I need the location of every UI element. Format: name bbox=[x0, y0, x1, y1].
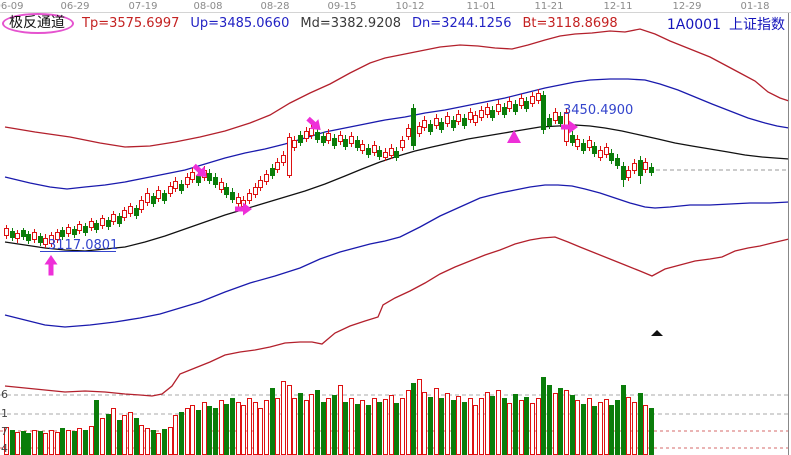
signal-down-right-arrow bbox=[192, 163, 207, 178]
channel-line-up bbox=[4, 78, 790, 190]
date-label: 08-28 bbox=[260, 1, 290, 12]
date-label: 08-08 bbox=[193, 1, 223, 12]
volume-axis-label: 7 bbox=[1, 425, 8, 438]
indicator-values: Tp=3575.6997 Up=3485.0660 Md=3382.9208 Dn=3… bbox=[82, 16, 629, 31]
volume-axis-labels: 6 1 7 4 bbox=[1, 388, 8, 455]
channel-lines bbox=[4, 28, 790, 397]
date-label: 11-21 bbox=[534, 1, 564, 12]
volume-axis-label: 1 bbox=[1, 407, 8, 420]
buy-signal-up-arrow bbox=[44, 255, 58, 276]
candlestick-series bbox=[4, 89, 654, 248]
volume-axis-label: 4 bbox=[1, 442, 8, 455]
indicator-value: Md=3382.9208 bbox=[300, 15, 402, 31]
signal-markers bbox=[44, 116, 663, 336]
date-label: 07-19 bbox=[128, 1, 158, 12]
channel-tool-label: 极反通道 bbox=[2, 12, 74, 34]
date-label: 10-12 bbox=[395, 1, 425, 12]
price-annotation: 3117.0801 bbox=[48, 238, 118, 253]
symbol-box: 1A0001 上证指数 bbox=[667, 14, 785, 34]
date-label: 06-29 bbox=[60, 1, 90, 12]
channel-line-md bbox=[4, 124, 790, 252]
indicator-value: Bt=3118.8698 bbox=[522, 15, 618, 31]
date-label: 09-15 bbox=[327, 1, 357, 12]
header-separator bbox=[0, 12, 791, 13]
indicator-readout: 极反通道 Tp=3575.6997 Up=3485.0660 Md=3382.920… bbox=[2, 12, 629, 34]
signal-up-triangle bbox=[507, 130, 521, 143]
symbol-code: 1A0001 bbox=[666, 17, 721, 33]
channel-line-tp bbox=[4, 28, 790, 148]
symbol-name: 上证指数 bbox=[729, 17, 785, 33]
signal-down-right-arrow bbox=[306, 116, 321, 131]
channel-line-dn bbox=[4, 184, 790, 328]
date-label: 06-09 bbox=[0, 1, 24, 12]
price-annotations: 3450.4900 3117.0801 bbox=[40, 103, 633, 253]
date-label: 11-01 bbox=[466, 1, 496, 12]
indicator-value: Dn=3244.1256 bbox=[412, 15, 512, 31]
channel-line-bt bbox=[4, 236, 790, 397]
signal-right-arrow bbox=[235, 202, 252, 216]
date-label: 12-29 bbox=[672, 1, 702, 12]
indicator-value: Tp=3575.6997 bbox=[82, 15, 180, 31]
indicator-value: Up=3485.0660 bbox=[190, 15, 290, 31]
date-label: 12-11 bbox=[603, 1, 633, 12]
small-black-triangle bbox=[651, 330, 663, 336]
signal-right-arrow bbox=[561, 120, 578, 134]
volume-series bbox=[4, 377, 654, 455]
date-axis: 06-09 06-29 07-19 08-08 08-28 09-15 10-12 11-01… bbox=[0, 1, 791, 12]
volume-axis-label: 6 bbox=[1, 388, 8, 401]
price-annotation: 3450.4900 bbox=[563, 103, 633, 118]
date-label: 01-18 bbox=[740, 1, 770, 12]
